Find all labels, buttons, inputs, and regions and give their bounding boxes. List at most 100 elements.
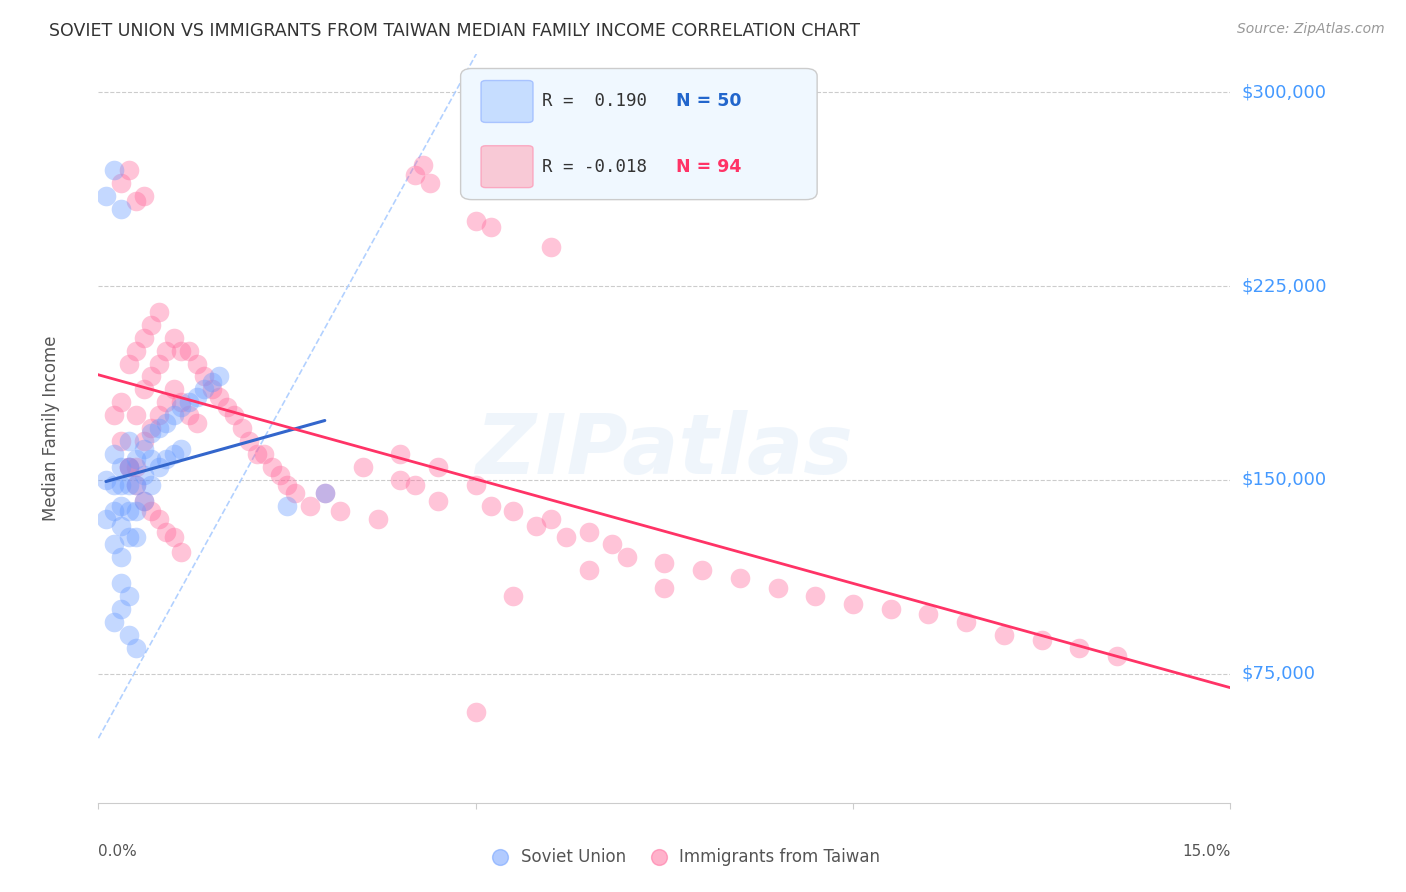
Point: [110, 602, 132, 616]
Point: [1107, 648, 1129, 663]
Point: [238, 434, 260, 448]
Point: [117, 589, 139, 603]
Point: [427, 459, 450, 474]
FancyBboxPatch shape: [461, 69, 817, 200]
Point: [125, 478, 148, 492]
Point: [132, 442, 155, 456]
Text: 15.0%: 15.0%: [1182, 844, 1230, 859]
Point: [110, 519, 132, 533]
Point: [110, 434, 132, 448]
Point: [404, 478, 426, 492]
FancyBboxPatch shape: [481, 80, 533, 122]
Point: [269, 467, 291, 482]
Point: [163, 331, 186, 345]
Point: [132, 188, 155, 202]
Point: [917, 607, 939, 622]
Point: [352, 459, 374, 474]
Point: [690, 563, 713, 577]
Point: [103, 409, 125, 423]
Point: [163, 409, 186, 423]
Point: [163, 530, 186, 544]
Point: [125, 343, 148, 358]
Point: [117, 459, 139, 474]
Point: [117, 504, 139, 518]
Point: [141, 452, 163, 467]
Point: [464, 706, 486, 720]
Text: R = -0.018: R = -0.018: [543, 158, 647, 176]
Point: [540, 240, 562, 254]
Point: [148, 357, 170, 371]
Point: [103, 615, 125, 629]
Point: [110, 550, 132, 565]
Point: [117, 459, 139, 474]
Point: [427, 493, 450, 508]
Point: [125, 409, 148, 423]
Point: [103, 447, 125, 461]
Point: [193, 383, 215, 397]
Point: [389, 473, 412, 487]
Point: [141, 318, 163, 332]
Point: [141, 421, 163, 435]
Text: $225,000: $225,000: [1241, 277, 1327, 295]
Point: [215, 401, 238, 415]
Point: [616, 550, 638, 565]
Point: [117, 162, 139, 177]
Point: [125, 504, 148, 518]
Text: $150,000: $150,000: [1241, 471, 1326, 489]
Point: [163, 383, 186, 397]
Point: [578, 563, 600, 577]
Point: [177, 395, 200, 409]
Point: [804, 589, 827, 603]
Text: $75,000: $75,000: [1241, 665, 1316, 682]
Text: N = 50: N = 50: [676, 93, 741, 111]
Point: [125, 194, 148, 208]
Point: [464, 478, 486, 492]
Point: [110, 459, 132, 474]
Point: [117, 628, 139, 642]
Point: [110, 395, 132, 409]
Text: ZIPatlas: ZIPatlas: [475, 410, 853, 491]
Point: [652, 556, 676, 570]
Text: N = 94: N = 94: [676, 158, 741, 176]
Point: [276, 499, 298, 513]
Point: [177, 343, 200, 358]
Point: [117, 357, 139, 371]
Point: [479, 499, 502, 513]
Point: [412, 158, 434, 172]
Point: [880, 602, 903, 616]
Point: [155, 343, 177, 358]
Point: [117, 530, 139, 544]
Point: [155, 395, 177, 409]
Point: [224, 409, 246, 423]
Point: [132, 434, 155, 448]
Point: [110, 499, 132, 513]
Point: [141, 504, 163, 518]
Point: [1031, 633, 1053, 648]
Point: [993, 628, 1015, 642]
Point: [367, 511, 389, 525]
Point: [540, 511, 562, 525]
Point: [201, 375, 224, 389]
Point: [578, 524, 600, 539]
Point: [652, 582, 676, 596]
Point: [155, 452, 177, 467]
Point: [208, 369, 231, 384]
Point: [170, 395, 193, 409]
Point: [132, 493, 155, 508]
Point: [132, 467, 155, 482]
Point: [842, 597, 865, 611]
Point: [193, 369, 215, 384]
Point: [502, 589, 524, 603]
Point: [276, 478, 298, 492]
Text: SOVIET UNION VS IMMIGRANTS FROM TAIWAN MEDIAN FAMILY INCOME CORRELATION CHART: SOVIET UNION VS IMMIGRANTS FROM TAIWAN M…: [49, 22, 860, 40]
Point: [148, 459, 170, 474]
Point: [177, 409, 200, 423]
Point: [479, 219, 502, 234]
Point: [186, 357, 208, 371]
Point: [155, 524, 177, 539]
Point: [284, 485, 307, 500]
Point: [103, 537, 125, 551]
Point: [170, 442, 193, 456]
Point: [94, 511, 117, 525]
Point: [125, 640, 148, 655]
